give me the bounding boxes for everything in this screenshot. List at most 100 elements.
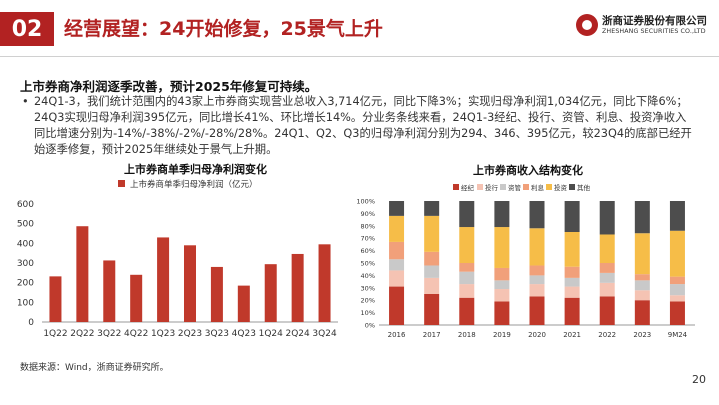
section-heading: 上市券商净利润逐季改善，预计2025年修复可持续。 [20,79,318,94]
bar-segment-其他-2023 [634,201,650,234]
bar-segment-投行-2018 [459,284,475,298]
legend-label: 投资 [554,183,568,192]
legend-label: 经纪 [461,183,475,192]
bar-3Q24 [318,244,331,322]
bar-segment-资管-2022 [599,272,615,283]
bar-segment-资管-2018 [459,271,475,285]
x-tick-label: 3Q23 [205,329,229,339]
x-tick-label: 2019 [493,331,511,339]
y-tick-label: 600 [17,200,34,210]
bar-segment-其他-2020 [529,201,545,229]
bar-segment-经纪-2023 [634,300,650,325]
page-number: 20 [692,373,706,386]
x-tick-label: 1Q24 [259,329,284,339]
y-tick-label: 60% [361,247,375,255]
y-tick-label: 500 [17,220,34,230]
bar-segment-资管-9M24 [669,284,685,296]
bar-2Q23 [184,245,196,322]
y-tick-label: 400 [17,239,34,249]
bar-segment-其他-2022 [599,201,615,235]
x-tick-label: 2022 [598,331,616,339]
y-tick-label: 40% [361,272,375,280]
bar-segment-利息-2016 [389,241,405,260]
bullet-dot: • [22,95,29,108]
y-tick-label: 0 [28,318,34,328]
bar-segment-其他-2019 [494,201,510,228]
legend-swatch-经纪 [453,184,459,190]
bar-segment-经纪-2016 [389,286,405,325]
bar-segment-利息-2018 [459,263,475,272]
x-tick-label: 4Q23 [232,329,256,339]
bar-2Q24 [291,253,304,322]
legend-swatch [118,180,125,187]
bar-segment-经纪-2017 [424,294,440,325]
right-chart-title: 上市券商收入结构变化 [473,164,583,177]
logo-company-name: 浙商证券股份有限公司 [602,15,707,27]
x-tick-label: 2Q22 [70,329,94,339]
logo-mark-icon [576,14,598,36]
y-tick-label: 20% [361,297,375,305]
y-tick-label: 0% [365,322,375,330]
bar-segment-投资-2016 [389,215,405,242]
x-tick-label: 1Q23 [151,329,175,339]
page-title: 经营展望：24开始修复，25景气上升 [64,18,383,40]
bar-segment-投行-2022 [599,282,615,297]
bar-segment-利息-2023 [634,274,650,281]
y-tick-label: 80% [361,222,375,230]
data-source: 数据来源：Wind，浙商证券研究所。 [20,363,169,373]
x-tick-label: 4Q22 [124,329,148,339]
bar-segment-其他-2021 [564,201,580,232]
x-tick-label: 2020 [528,331,546,339]
bar-segment-投资-2021 [564,232,580,267]
bar-segment-经纪-2020 [529,296,545,325]
bar-segment-资管-2017 [424,265,440,278]
company-logo: 浙商证券股份有限公司 ZHESHANG SECURITIES CO.,LTD [576,10,712,44]
bar-segment-投行-2023 [634,290,650,301]
bullet-text: 24Q1-3，我们统计范围内的43家上市券商实现营业总收入3,714亿元，同比下… [34,95,692,156]
header-divider [0,56,719,57]
x-tick-label: 2Q24 [286,329,311,339]
bar-segment-利息-2017 [424,251,440,266]
x-tick-label: 2018 [458,331,476,339]
bar-1Q24 [264,264,277,322]
y-tick-label: 300 [17,259,34,269]
bar-segment-资管-2021 [564,277,580,287]
bar-segment-其他-2017 [424,201,440,216]
x-tick-label: 9M24 [668,331,688,339]
legend-label: 投行 [485,183,499,192]
revenue-structure-chart: 经纪 投行 资管 利息 投资 其他 0% 10% 20% 30% 40% 50% 60% 70% 80% 90… [356,183,695,339]
bar-segment-投资-2020 [529,228,545,266]
y-tick-label: 100% [356,198,375,206]
bar-segment-投资-2018 [459,227,475,263]
y-tick-label: 10% [361,309,375,317]
bar-segment-利息-2021 [564,266,580,278]
legend-swatch-投资 [546,184,552,190]
legend-label: 上市券商单季归母净利润（亿元） [130,179,258,190]
bar-segment-其他-9M24 [669,201,685,231]
bar-segment-投行-2017 [424,277,440,294]
legend-swatch-投行 [477,184,483,190]
bar-segment-经纪-2018 [459,297,475,325]
bar-2Q22 [76,226,89,322]
bar-segment-利息-9M24 [669,276,685,285]
logo-company-english: ZHESHANG SECURITIES CO.,LTD [602,28,706,35]
x-tick-label: 2017 [423,331,441,339]
bar-segment-投资-9M24 [669,230,685,277]
x-tick-label: 2016 [388,331,406,339]
legend-label: 资管 [508,183,522,192]
bar-segment-资管-2019 [494,280,510,290]
bar-segment-经纪-2019 [494,301,510,325]
bar-4Q23 [237,285,250,322]
x-tick-label: 1Q22 [43,329,67,339]
bar-1Q22 [49,276,62,322]
x-tick-label: 2Q23 [178,329,202,339]
bullet-paragraph: • 24Q1-3，我们统计范围内的43家上市券商实现营业总收入3,714亿元，同… [22,94,696,158]
y-tick-label: 90% [361,210,375,218]
y-tick-label: 100 [17,298,34,308]
x-tick-label: 3Q22 [97,329,121,339]
bar-segment-投资-2017 [424,215,440,252]
bar-segment-投资-2022 [599,234,615,263]
bar-segment-利息-2019 [494,267,510,281]
bar-segment-其他-2018 [459,201,475,228]
